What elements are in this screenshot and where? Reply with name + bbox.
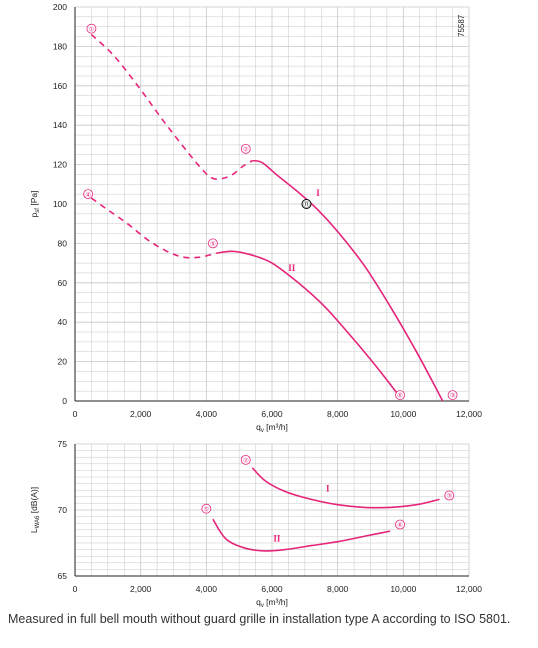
x-tick-label: 12,000 (456, 409, 482, 419)
point-marker-label: ⑤ (203, 505, 209, 513)
point-marker-label: ⑤ (210, 240, 216, 248)
x-tick-label: 10,000 (390, 584, 416, 594)
y-tick-label: 40 (58, 317, 68, 327)
x-tick-label: 8,000 (327, 409, 349, 419)
point-marker-circle (207, 238, 218, 249)
operating-point-label: ⑪ (303, 201, 310, 209)
curve-II-line (212, 518, 391, 552)
point-marker-circle (447, 390, 458, 400)
y-axis-label: LWA6 [dB(A)] (29, 487, 41, 533)
y-tick-label: 80 (58, 238, 68, 248)
point-marker-label: ① (89, 25, 95, 33)
y-tick-label: 100 (53, 199, 67, 209)
x-tick-label: 4,000 (196, 584, 218, 594)
point-marker-label: ② (243, 456, 249, 464)
point-marker-label: ③ (450, 392, 456, 400)
point-marker-circle (240, 454, 251, 465)
x-tick-label: 4,000 (196, 409, 218, 419)
x-tick-label: 6,000 (261, 409, 283, 419)
point-marker-label: ② (243, 145, 249, 153)
point-marker-label: ⑥ (397, 521, 403, 529)
y-tick-label: 120 (53, 160, 67, 170)
y-tick-label: 75 (58, 439, 68, 449)
y-tick-label: 60 (58, 278, 68, 288)
curve-II-dashed-line (90, 197, 217, 259)
y-axis-label: psf [Pa] (29, 191, 41, 218)
measurement-caption: Measured in full bell mouth without guar… (8, 612, 511, 626)
point-marker-circle (201, 503, 212, 514)
y-tick-label: 200 (53, 2, 67, 12)
x-tick-label: 2,000 (130, 584, 152, 594)
x-axis-label: qv [m³/h] (256, 422, 288, 434)
y-tick-label: 70 (58, 505, 68, 515)
curve-label: I (326, 484, 330, 494)
y-tick-label: 20 (58, 357, 68, 367)
curve-I-line (251, 467, 440, 509)
y-tick-label: 140 (53, 120, 67, 130)
x-tick-label: 8,000 (327, 584, 349, 594)
y-tick-label: 180 (53, 41, 67, 51)
curve-label: II (288, 263, 296, 273)
y-tick-label: 160 (53, 81, 67, 91)
x-tick-label: 12,000 (456, 584, 482, 594)
point-marker-label: ⑥ (397, 392, 403, 400)
x-tick-label: 0 (73, 409, 78, 419)
point-marker-circle (395, 519, 405, 530)
point-marker-circle (86, 23, 97, 34)
point-marker-circle (240, 143, 251, 154)
curve-label: II (273, 534, 281, 544)
curve-label: I (316, 188, 320, 198)
point-marker-label: ③ (446, 492, 452, 500)
point-marker-label: ④ (85, 191, 91, 199)
point-marker-circle (395, 390, 405, 400)
figure-id-label: 75587 (457, 14, 466, 37)
x-tick-label: 10,000 (390, 409, 416, 419)
x-tick-label: 6,000 (261, 584, 283, 594)
y-tick-label: 65 (58, 571, 68, 581)
curve-I-dashed-line (90, 34, 253, 180)
curve-I-solid-line (252, 159, 444, 402)
point-marker-circle (444, 490, 455, 501)
y-tick-label: 0 (62, 396, 67, 406)
operating-point-circle (301, 199, 312, 209)
point-marker-circle (83, 189, 94, 200)
x-tick-label: 2,000 (130, 409, 152, 419)
x-axis-label: qv [m³/h] (256, 597, 288, 609)
curve-II-solid-line (216, 250, 401, 398)
x-tick-label: 0 (73, 584, 78, 594)
